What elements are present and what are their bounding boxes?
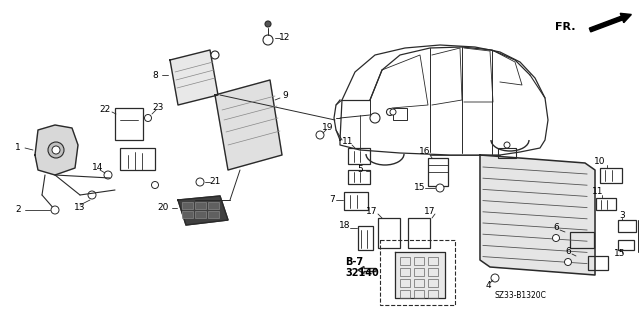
Polygon shape [215,80,282,170]
Bar [182,211,193,218]
Circle shape [48,142,64,158]
Bar [393,108,407,120]
Text: 9: 9 [282,91,288,100]
Bar [414,279,424,287]
Bar [618,220,636,232]
Text: 12: 12 [279,33,291,42]
Bar [408,218,430,248]
Bar [348,148,370,164]
Bar [182,202,193,209]
Bar [618,240,634,250]
Bar [428,158,448,186]
Bar [344,192,368,210]
Circle shape [491,274,499,282]
Circle shape [316,131,324,139]
Bar [498,148,516,158]
Bar [570,232,594,248]
Text: 3: 3 [619,211,625,219]
Circle shape [390,109,396,115]
Text: 20: 20 [157,204,169,212]
Bar [358,226,373,250]
Bar [400,257,410,265]
Polygon shape [35,125,78,175]
Circle shape [52,146,60,154]
Text: 32140: 32140 [345,268,379,278]
Text: 18: 18 [339,221,351,231]
Text: 1: 1 [15,144,21,152]
Text: 11: 11 [592,188,604,197]
Text: 23: 23 [152,103,164,113]
Bar [414,290,424,298]
Text: 6: 6 [565,248,571,256]
Text: 15: 15 [614,249,626,257]
Bar [600,168,622,183]
Text: 15: 15 [414,183,426,192]
Circle shape [104,171,112,179]
Circle shape [145,115,152,122]
Text: 10: 10 [595,158,605,167]
Text: 6: 6 [553,224,559,233]
FancyArrow shape [589,13,632,32]
Text: FR.: FR. [554,22,575,32]
Circle shape [387,108,394,115]
Circle shape [564,258,572,265]
Bar [195,202,206,209]
Bar [414,257,424,265]
Text: 21: 21 [209,177,221,187]
Text: 17: 17 [424,207,436,217]
Text: 8: 8 [152,70,158,79]
Bar [400,268,410,276]
Bar [348,170,370,184]
Circle shape [152,182,159,189]
Text: 11: 11 [342,137,354,146]
Circle shape [196,178,204,186]
Circle shape [436,184,444,192]
Text: 16: 16 [419,147,431,157]
Bar [428,268,438,276]
Text: 13: 13 [74,204,86,212]
Bar [400,290,410,298]
Circle shape [211,51,219,59]
Bar [428,257,438,265]
Bar [208,202,219,209]
Bar [380,240,455,305]
Text: B-7: B-7 [345,257,363,267]
Bar [195,211,206,218]
Bar [414,268,424,276]
Polygon shape [178,196,228,225]
Bar [428,290,438,298]
Bar [400,279,410,287]
Polygon shape [395,252,445,298]
Bar [428,279,438,287]
Circle shape [504,142,510,148]
Text: 7: 7 [329,196,335,204]
Circle shape [51,206,59,214]
Circle shape [370,113,380,123]
Circle shape [263,35,273,45]
Bar [115,108,143,140]
Text: 4: 4 [485,281,491,291]
Text: SZ33-B1320C: SZ33-B1320C [494,291,546,300]
Text: 2: 2 [15,205,21,214]
Circle shape [265,21,271,27]
Bar [208,211,219,218]
Circle shape [88,191,96,199]
FancyArrow shape [358,266,376,273]
Text: 5: 5 [357,166,363,174]
Circle shape [552,234,559,241]
Text: 14: 14 [92,164,104,173]
Text: 17: 17 [366,207,378,217]
Text: 22: 22 [99,106,111,115]
Bar [596,198,616,210]
Polygon shape [170,50,218,105]
Polygon shape [480,155,595,275]
Bar [588,256,608,270]
Bar [378,218,400,248]
Bar [120,148,155,170]
Text: 19: 19 [323,123,333,132]
